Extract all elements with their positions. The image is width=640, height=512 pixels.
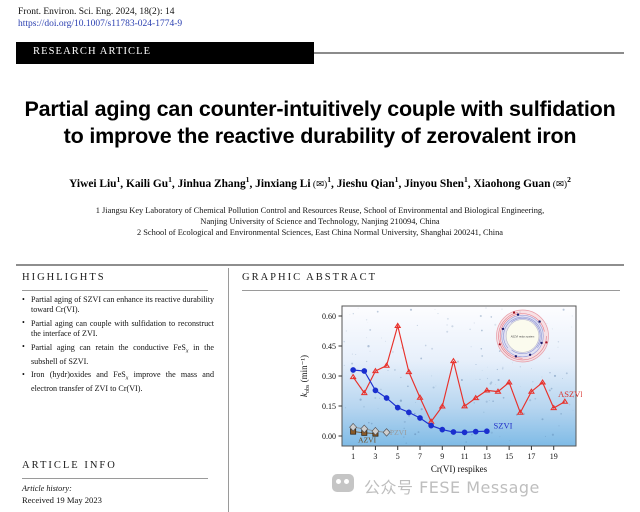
author-list: Yiwei Liu1, Kaili Gu1, Jinhua Zhang1, Ji… (69, 175, 571, 190)
x-tick-label: 3 (373, 452, 377, 461)
x-tick-label: 19 (550, 452, 558, 461)
series-szvi (350, 367, 490, 436)
x-axis: 1 3 5 7 9 11 13 15 17 19 (351, 446, 558, 461)
y-tick-label: 0.00 (322, 432, 336, 441)
author-entry: Jinyou Shen1 (404, 175, 468, 190)
x-tick-label: 7 (418, 452, 422, 461)
author-name: Jieshu Qian (336, 177, 395, 190)
article-info-heading: ARTICLE INFO (22, 460, 117, 471)
highlight-item: Partial aging can retain the conductive … (22, 342, 214, 367)
formula-subscript: x (125, 375, 129, 382)
article-info-rule (22, 478, 208, 480)
x-tick-label: 9 (440, 452, 444, 461)
series-annotation: PZVI (390, 428, 407, 437)
y-axis: 0.00 0.15 0.30 0.45 0.60 (322, 312, 342, 441)
banner-rule (314, 52, 624, 54)
y-tick-label: 0.15 (322, 402, 336, 411)
highlight-item: Partial aging of SZVI can enhance its re… (22, 295, 214, 316)
inset-caption: ASZVI redox system (511, 335, 535, 339)
received-date: Received 19 May 2023 (22, 495, 102, 505)
author-name: Jinyou Shen (404, 177, 464, 190)
x-tick-label: 1 (351, 452, 355, 461)
series-pzvi (349, 422, 391, 437)
affiliation-line: 2 School of Ecological and Environmental… (136, 228, 504, 238)
author-name: Jinhua Zhang (177, 177, 246, 190)
graphic-abstract-rule (242, 290, 620, 292)
series-aszvi (349, 322, 569, 424)
svg-text:kobs (min⁻¹): kobs (min⁻¹) (299, 355, 311, 397)
core-shell-inset-diagram: ASZVI redox system (496, 309, 549, 363)
author-name: Kaili Gu (125, 177, 169, 190)
x-tick-label: 17 (527, 452, 535, 461)
affiliation-superscript: 2 (567, 175, 571, 184)
affiliation-line: 1 Jiangsu Key Laboratory of Chemical Pol… (95, 206, 545, 215)
author-name: Yiwei Liu (69, 177, 117, 190)
author-name: Jinxiang Li (255, 177, 311, 190)
series-annotation: SZVI (494, 420, 513, 430)
author-entry: Yiwei Liu1 (69, 175, 121, 190)
affiliation-superscript: 1 (463, 175, 468, 184)
y-axis-label: kobs (min⁻¹) (299, 355, 311, 397)
affiliation-superscript: 1 (168, 175, 172, 184)
affiliation-superscript: 1 (245, 175, 250, 184)
page-title: Partial aging can counter-intuitively co… (24, 97, 616, 148)
highlight-item: Partial aging can couple with sulfidatio… (22, 318, 214, 340)
y-tick-label: 0.30 (322, 372, 336, 381)
affiliation-superscript: 1 (116, 175, 121, 184)
author-name: Xiaohong Guan (473, 177, 551, 190)
kobs-vs-respikes-chart: 0.000.150.300.450.601 3 5 7 9 11 13 15 17 19Cr(VI… (299, 305, 582, 474)
x-tick-label: 15 (505, 452, 513, 461)
x-tick-label: 11 (461, 452, 469, 461)
graphic-abstract-figure: 0.00 0.15 0.30 0.45 0.60 1 3 5 7 9 11 13 15 17 19 Cr(VI… (296, 300, 582, 480)
formula-subscript: x (185, 348, 189, 355)
author-entry: Kaili Gu1 (125, 175, 172, 190)
x-tick-label: 5 (396, 452, 400, 461)
column-divider (228, 268, 230, 512)
author-entry: Jinxiang Li (✉)1 (255, 175, 332, 190)
author-entry: Jieshu Qian1 (336, 175, 399, 190)
x-tick-label: 13 (483, 452, 491, 461)
x-axis-label: Cr(VI) respikes (431, 464, 488, 474)
highlights-list: Partial aging of SZVI can enhance its re… (22, 295, 214, 397)
doi-link[interactable]: https://doi.org/10.1007/s11783-024-1774-… (18, 19, 183, 29)
article-type-banner: RESEARCH ARTICLE (16, 42, 624, 64)
article-type-label: RESEARCH ARTICLE (33, 46, 152, 57)
highlights-heading: HIGHLIGHTS (22, 272, 106, 283)
abstract-columns: HIGHLIGHTS Partial aging of SZVI can enh… (16, 264, 624, 512)
graphic-abstract-heading: GRAPHIC ABSTRACT (242, 272, 377, 283)
article-type-bar: RESEARCH ARTICLE (16, 42, 314, 64)
affiliation-superscript: 1 (394, 175, 399, 184)
affiliations: 1 Jiangsu Key Laboratory of Chemical Pol… (40, 205, 600, 239)
series-annotation: AZVI (358, 435, 376, 444)
journal-header: Front. Environ. Sci. Eng. 2024, 18(2): 1… (18, 6, 182, 30)
highlights-rule (22, 290, 208, 292)
y-tick-label: 0.60 (322, 312, 336, 321)
journal-reference: Front. Environ. Sci. Eng. 2024, 18(2): 1… (18, 7, 175, 17)
author-entry: Jinhua Zhang1 (177, 175, 250, 190)
affiliation-superscript: 1 (327, 175, 332, 184)
corresponding-author-envelope-icon: (✉) (310, 179, 328, 190)
y-tick-label: 0.45 (322, 342, 336, 351)
series-annotation: ASZVI (558, 389, 582, 399)
corresponding-author-envelope-icon: (✉) (550, 179, 568, 190)
highlight-item: Iron (hydr)oxides and FeSx improve the m… (22, 370, 214, 394)
columns-top-rule (16, 264, 624, 266)
article-history-label: Article history: (22, 484, 72, 493)
affiliation-line: Nanjing University of Science and Techno… (200, 217, 440, 227)
author-entry: Xiaohong Guan (✉)2 (473, 175, 571, 190)
